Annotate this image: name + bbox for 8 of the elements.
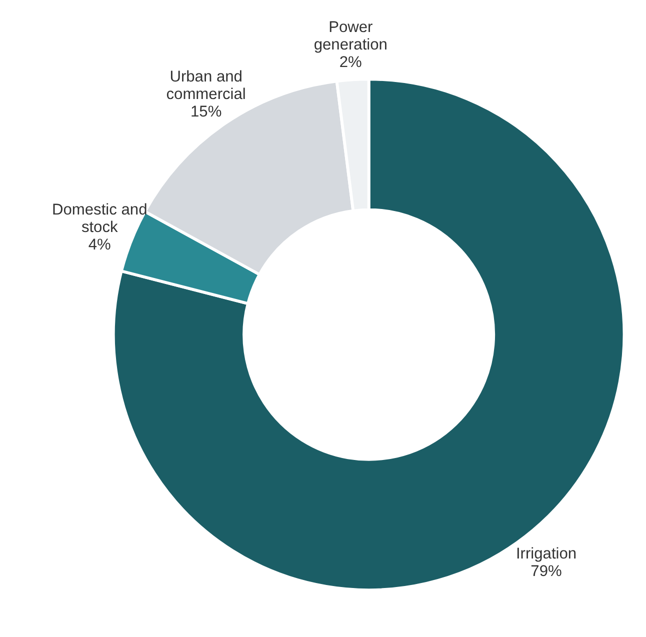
slice-label: Irrigation (516, 546, 577, 563)
slice-label: Urban and commercial (166, 68, 246, 104)
data-label: 79% (530, 563, 562, 580)
data-label: 2% (339, 54, 362, 72)
data-label: 4% (88, 236, 112, 254)
data-label: 15% (190, 104, 222, 121)
slice-label: Power generation (314, 19, 388, 54)
slice-label: Domestic and stock (52, 202, 148, 236)
